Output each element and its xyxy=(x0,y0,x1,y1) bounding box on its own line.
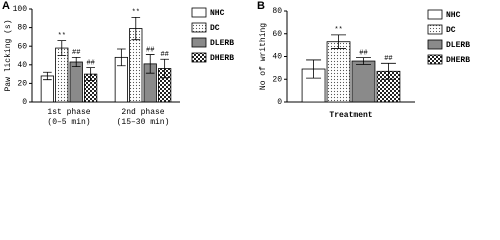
y-tick-label: 20 xyxy=(272,75,282,84)
significance-label: ## xyxy=(146,46,154,54)
legend-label: DHERB xyxy=(446,56,470,65)
legend-label: DHERB xyxy=(210,54,234,63)
significance-label: ## xyxy=(359,49,367,57)
legend-label: NHC xyxy=(210,9,225,18)
y-tick-label: 60 xyxy=(272,30,282,39)
legend-swatch xyxy=(427,54,443,65)
legend-label: DLERB xyxy=(210,39,234,48)
error-bar xyxy=(117,48,126,67)
legend-label: DC xyxy=(446,26,456,35)
bar xyxy=(69,61,83,103)
legend-swatch xyxy=(427,9,443,20)
y-axis-label: No of writhing xyxy=(259,23,268,90)
panel-label: A xyxy=(2,0,10,12)
legend-swatch xyxy=(427,24,443,35)
y-axis-label: Paw licking (s) xyxy=(4,19,13,91)
y-tick-label: 40 xyxy=(17,61,27,70)
y-tick-label: 100 xyxy=(13,5,28,14)
significance-label: ## xyxy=(384,55,392,63)
error-bar xyxy=(43,71,52,81)
y-tick-label: 80 xyxy=(272,7,282,16)
legend-label: DLERB xyxy=(446,41,470,50)
bar xyxy=(55,47,69,103)
panel-label: B xyxy=(257,0,265,12)
y-tick-label: 80 xyxy=(17,24,27,33)
bar xyxy=(326,41,351,103)
error-bar xyxy=(306,59,322,79)
significance-label: ## xyxy=(160,51,168,59)
y-tick-label: 0 xyxy=(277,98,282,107)
x-tick-label: 2nd phase xyxy=(121,108,164,117)
significance-label: ** xyxy=(334,27,342,35)
bar xyxy=(351,60,376,103)
error-bar xyxy=(131,16,141,41)
figure: A Paw licking (s) 0 20 40 60 80 100 1st phase(0–… xyxy=(2,0,470,127)
y-tick-label: 60 xyxy=(17,42,27,51)
error-bar xyxy=(71,56,81,68)
legend-swatch xyxy=(427,39,443,50)
error-bar xyxy=(380,62,396,80)
y-tick-label: 0 xyxy=(22,98,27,107)
x-axis-label: Treatment xyxy=(329,111,372,120)
error-bar xyxy=(355,57,371,65)
significance-label: ** xyxy=(132,9,140,17)
legend-swatch xyxy=(191,7,207,18)
error-bar xyxy=(145,54,155,74)
significance-label: ** xyxy=(58,32,66,40)
legend-swatch xyxy=(191,52,207,63)
x-tick-label: (0–5 min) xyxy=(47,118,90,127)
error-bar xyxy=(331,34,347,49)
legend-swatch xyxy=(191,37,207,48)
x-tick-label: 1st phase xyxy=(47,108,90,117)
error-bar xyxy=(57,40,67,56)
legend-label: NHC xyxy=(446,11,461,20)
legend-swatch xyxy=(191,22,207,33)
x-tick-label: (15–30 min) xyxy=(117,118,170,127)
error-bar xyxy=(160,58,169,79)
legend-label: DC xyxy=(210,24,220,33)
significance-label: ## xyxy=(72,49,80,57)
y-tick-label: 40 xyxy=(272,53,282,62)
y-tick-label: 20 xyxy=(17,80,27,89)
significance-label: ## xyxy=(86,59,94,67)
error-bar xyxy=(86,67,95,82)
